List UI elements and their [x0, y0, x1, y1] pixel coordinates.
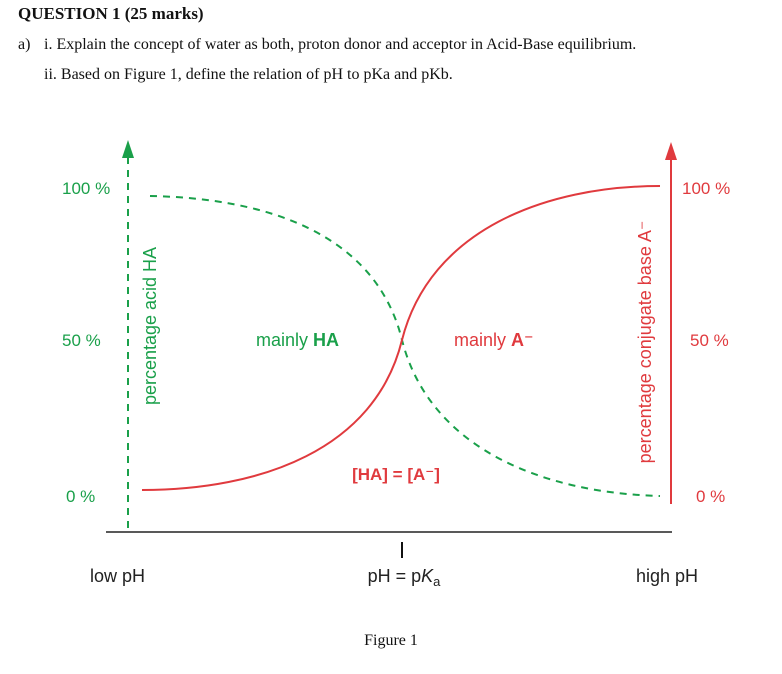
- left-axis-label: percentage acid HA: [140, 247, 160, 405]
- question-part-ii: ii. Based on Figure 1, define the relati…: [44, 66, 453, 83]
- right-axis-label: percentage conjugate base A⁻: [635, 221, 655, 464]
- conjugate-base-curve: [141, 185, 661, 491]
- figure-caption: Figure 1: [364, 632, 418, 649]
- part-a-label: a): [18, 36, 31, 53]
- left-tick-0: 0 %: [66, 487, 95, 506]
- acid-ha-curve: [149, 195, 661, 497]
- ph-pka-label: pH = pKa: [368, 566, 442, 589]
- right-tick-100: 100 %: [682, 179, 730, 198]
- mainly-a-label: mainly A⁻: [454, 330, 534, 350]
- high-ph-label: high pH: [636, 566, 698, 586]
- mainly-ha-label: mainly HA: [256, 330, 339, 350]
- question-title: QUESTION 1 (25 marks): [18, 4, 204, 23]
- left-tick-50: 50 %: [62, 331, 101, 350]
- equality-label: [HA] = [A⁻]: [352, 465, 440, 484]
- left-axis-arrow: [122, 140, 134, 158]
- low-ph-label: low pH: [90, 566, 145, 586]
- right-axis-arrow: [665, 142, 677, 160]
- right-tick-50: 50 %: [690, 331, 729, 350]
- question-part-i: i. Explain the concept of water as both,…: [44, 36, 637, 53]
- left-tick-100: 100 %: [62, 179, 110, 198]
- right-tick-0: 0 %: [696, 487, 725, 506]
